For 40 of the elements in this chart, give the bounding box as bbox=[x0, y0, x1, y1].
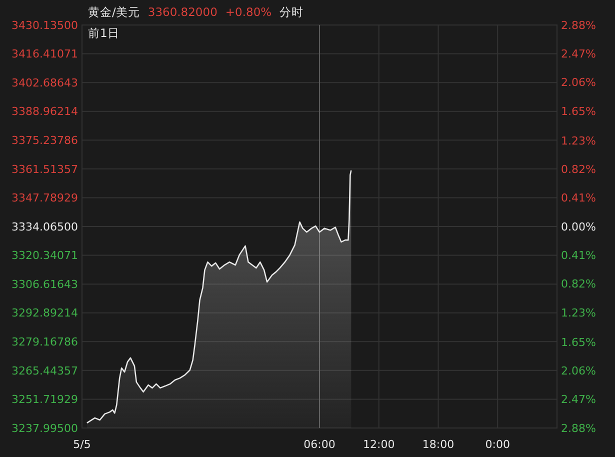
y-tick-label: 3402.68643 bbox=[12, 76, 78, 90]
y-tick-label: 3334.06500 bbox=[12, 220, 78, 234]
y2-tick-label: 2.88% bbox=[561, 18, 596, 32]
y-tick-label: 3279.16786 bbox=[12, 335, 78, 348]
y2-tick-label: 1.65% bbox=[561, 104, 596, 118]
x-tick-label: 06:00 bbox=[304, 438, 336, 451]
y2-tick-label: 1.23% bbox=[561, 134, 596, 148]
y-tick-label: 3430.13500 bbox=[12, 18, 78, 32]
y2-tick-label: 0.82% bbox=[561, 278, 596, 291]
x-tick-label: 5/5 bbox=[73, 438, 91, 451]
y2-tick-label: 2.47% bbox=[561, 393, 596, 406]
y2-tick-label: 2.88% bbox=[561, 422, 596, 435]
y-tick-label: 3388.96214 bbox=[12, 105, 78, 118]
y2-tick-label: 0.41% bbox=[561, 249, 596, 262]
y-tick-label: 3361.51357 bbox=[12, 162, 78, 176]
y-tick-label: 3375.23786 bbox=[12, 134, 78, 147]
text: 分时 bbox=[280, 5, 304, 19]
y-tick-label: 3347.78929 bbox=[12, 192, 78, 205]
y2-tick-label: 2.47% bbox=[561, 48, 596, 61]
y-tick-label: 3416.41071 bbox=[12, 48, 78, 61]
x-tick-label: 18:00 bbox=[422, 438, 454, 451]
x-tick-label: 0:00 bbox=[485, 438, 510, 451]
y2-tick-label: 2.06% bbox=[561, 76, 596, 90]
x-tick-label: 12:00 bbox=[363, 438, 395, 451]
y2-tick-label: 0.41% bbox=[561, 192, 596, 205]
y-tick-label: 3306.61643 bbox=[12, 278, 78, 291]
y-tick-label: 3251.71929 bbox=[12, 393, 78, 406]
y2-tick-label: 0.00% bbox=[561, 220, 596, 234]
y2-tick-label: 0.82% bbox=[561, 162, 596, 176]
chart-title: 黄金/美元 bbox=[88, 5, 140, 19]
chart-subtitle: 前1日 bbox=[88, 26, 120, 40]
y-tick-label: 3292.89214 bbox=[12, 306, 78, 320]
y-tick-label: 3265.44357 bbox=[12, 364, 78, 378]
y2-tick-label: 2.06% bbox=[561, 364, 596, 378]
text: 3360.82000 bbox=[148, 5, 218, 19]
y-tick-label: 3320.34071 bbox=[12, 249, 78, 262]
y-tick-label: 3237.99500 bbox=[12, 422, 78, 435]
y2-tick-label: 1.65% bbox=[561, 336, 596, 349]
y2-tick-label: 1.23% bbox=[561, 306, 596, 320]
text: +0.80% bbox=[225, 5, 272, 19]
